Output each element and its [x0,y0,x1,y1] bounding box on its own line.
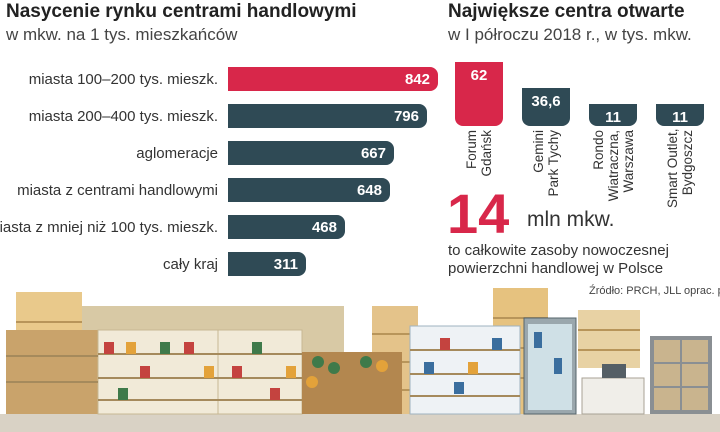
bar-value-label: 648 [356,182,382,199]
column-category-label: Gemini Park Tychy [531,130,561,208]
right-chart-title: Największe centra otwarte [448,1,685,22]
column [589,104,637,126]
column-value-label: 62 [470,67,488,84]
highlight-text-line2: powierzchni handlowej w Polsce [448,260,664,277]
wall-shelf-far-right [578,310,640,368]
bar [228,215,345,239]
column-category-label: Smart Outlet, Bydgoszcz [665,128,695,208]
bar-category-label: miasta z centrami handlowymi [17,182,218,199]
produce-crate-2 [350,352,402,414]
source-note: Źródło: PRCH, JLL oprac. pm [589,285,720,297]
gondola-bread [6,330,98,414]
floor [0,414,720,432]
column [455,62,503,126]
supermarket-illustration [0,288,720,432]
bar [228,104,427,128]
column-category-line: Wiatraczna, [605,130,621,202]
bar [228,252,306,276]
bar-category-label: aglomeracje [136,145,218,162]
bar-category-label: miasta 100–200 tys. mieszk. [28,71,218,88]
column-category-line: Bydgoszcz [680,130,695,196]
saturation-bar-chart: miasta 100–200 tys. mieszk. 842 miasta 200… [0,60,445,276]
gondola-groceries-1 [97,329,219,415]
bar-value-label: 311 [273,256,298,273]
bar-value-label: 667 [360,145,386,162]
bar-value-label: 796 [393,108,419,125]
bar [228,67,438,91]
column-category-line: Rondo [590,130,606,170]
bar-category-label: miasta z mniej niż 100 tys. mieszk. [0,219,218,236]
column-category-line: Warszawa [620,130,636,193]
column-category-label: Rondo Wiatraczna, Warszawa [591,130,636,208]
bar-value-label: 468 [311,219,337,236]
column-value-label: 11 [672,109,688,126]
right-chart-subtitle: w I półroczu 2018 r., w tys. mkw. [448,25,692,44]
column-category-line: Smart Outlet, [665,128,680,208]
bar-category-label: cały kraj [162,256,218,273]
column [656,104,704,126]
bar [228,178,390,202]
bar [228,141,394,165]
largest-centres-chart: 62 Forum Gdańsk 36,6 Gemini Park Tychy 11 Rondo… [448,60,720,208]
column-category-line: Gemini [531,130,546,173]
cash-register [602,364,626,378]
column [522,88,570,126]
highlight-number: 14 [447,182,510,245]
left-chart-subtitle: w mkw. na 1 tys. mieszkańców [6,25,238,44]
bar-value-label: 842 [404,71,430,88]
checkout-counter [581,377,645,415]
left-chart-title: Nasycenie rynku centrami handlowymi [6,1,357,22]
column-category-line: Park Tychy [546,130,561,197]
column-value-label: 11 [605,109,621,126]
column-value-label: 36,6 [531,93,561,110]
highlight-unit: mln mkw. [527,208,615,231]
bar-category-label: miasta 200–400 tys. mieszk. [28,108,218,125]
highlight-text-line1: to całkowite zasoby nowoczesnej [448,242,669,259]
